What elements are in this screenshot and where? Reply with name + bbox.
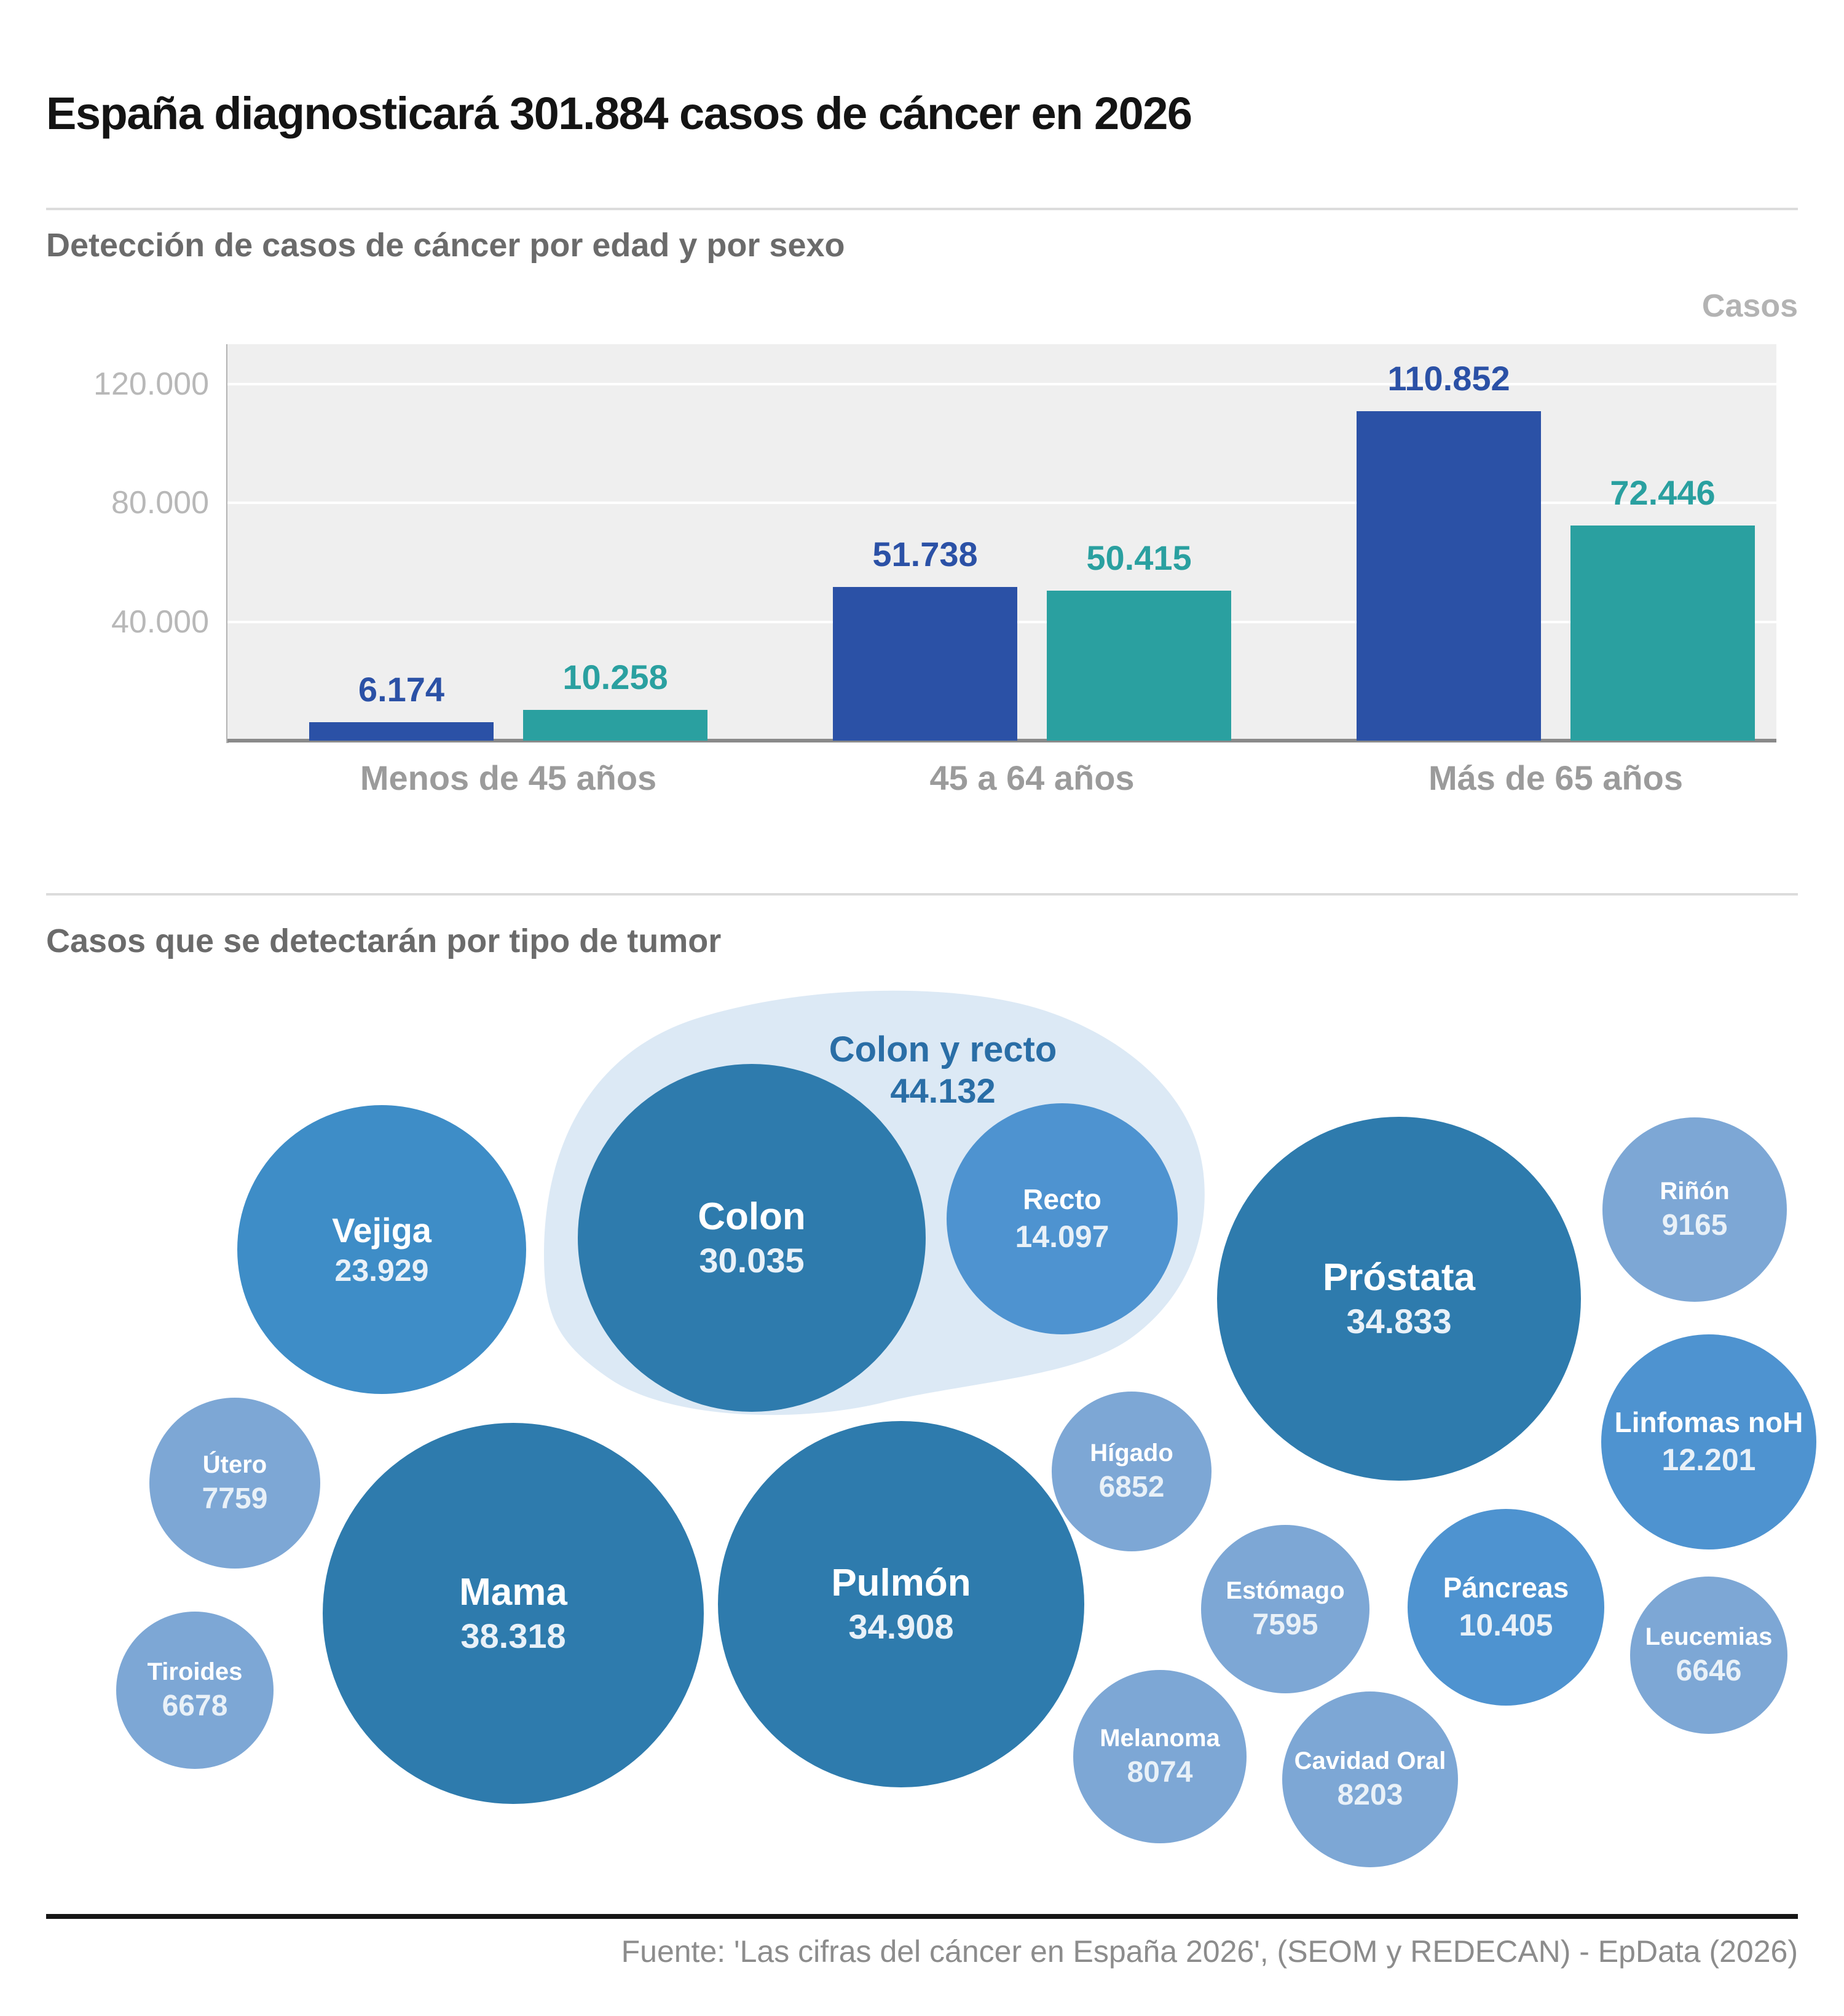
bubble: Próstata 34.833 [1217, 1117, 1581, 1481]
bubble-value: 6678 [162, 1689, 228, 1722]
y-tick-label: 120.000 [93, 366, 209, 403]
bubble: Vejiga 23.929 [237, 1105, 526, 1394]
bubble-name: Estómago [1226, 1577, 1345, 1604]
bubble-name: Leucemias [1645, 1623, 1773, 1650]
source-attribution: Fuente: 'Las cifras del cáncer en España… [621, 1934, 1798, 1969]
bubble-value: 30.035 [699, 1241, 805, 1280]
bubble: Útero 7759 [149, 1398, 320, 1569]
bubble-name: Melanoma [1100, 1724, 1220, 1752]
bubble: Linfomas noH 12.201 [1601, 1334, 1816, 1549]
x-axis-baseline [227, 739, 1776, 742]
y-tick-label: 80.000 [111, 485, 209, 521]
bubble: Hígado 6852 [1052, 1392, 1212, 1551]
page-title: España diagnosticará 301.884 casos de cá… [46, 88, 1192, 139]
bubble-value: 23.929 [334, 1253, 429, 1288]
bubble-name: Colon [698, 1195, 806, 1238]
bubble-name: Linfomas noH [1614, 1406, 1803, 1439]
bar-plot-area: 6.174 10.258 Menos de 45 años 51.738 50.415 4… [227, 344, 1776, 797]
category-label: Menos de 45 años [360, 758, 657, 797]
bubble-value: 8203 [1337, 1778, 1403, 1811]
bubble: Mama 38.318 [323, 1423, 704, 1804]
bar-value-label: 72.446 [1610, 473, 1716, 512]
bubble: Leucemias 6646 [1630, 1577, 1787, 1734]
category-label: 45 a 64 años [929, 758, 1135, 797]
bar-segment [833, 587, 1017, 741]
bar-chart-title: Detección de casos de cáncer por edad y … [46, 227, 845, 264]
bubble-name: Tiroides [147, 1658, 243, 1685]
bubble-chart-title: Casos que se detectarán por tipo de tumo… [46, 923, 722, 959]
group-annotation-value: 44.132 [890, 1071, 996, 1110]
bar-value-label: 6.174 [358, 670, 445, 709]
bubble: Tiroides 6678 [116, 1612, 274, 1769]
bubble: Cavidad Oral 8203 [1282, 1691, 1458, 1867]
bar-segment [523, 710, 707, 741]
bubble: Páncreas 10.405 [1408, 1509, 1604, 1706]
bubble-value: 6852 [1098, 1470, 1165, 1503]
group-annotation: Colon y recto 44.132 [758, 1030, 1127, 1112]
bar-value-label: 50.415 [1086, 538, 1192, 578]
bubble-name: Recto [1023, 1183, 1101, 1216]
bubble-name: Páncreas [1443, 1572, 1569, 1604]
bubble-name: Mama [459, 1570, 567, 1613]
bar-value-label: 10.258 [562, 658, 668, 697]
bar-segment [309, 722, 494, 741]
bubble-value: 6646 [1676, 1654, 1742, 1687]
bubble-name: Pulmón [831, 1561, 971, 1604]
bubble-value: 12.201 [1661, 1442, 1756, 1477]
bubble-value: 7595 [1252, 1608, 1318, 1641]
top-divider [46, 208, 1798, 210]
bubble-name: Hígado [1090, 1439, 1173, 1467]
bubble-name: Vejiga [332, 1210, 431, 1250]
bubble-value: 34.833 [1346, 1302, 1452, 1341]
bubble: Colon 30.035 [578, 1064, 926, 1412]
bubble-value: 14.097 [1015, 1219, 1109, 1254]
gridline [227, 383, 1776, 386]
group-annotation-label: Colon y recto [829, 1030, 1057, 1069]
bubble-value: 10.405 [1459, 1607, 1553, 1642]
bar-segment [1570, 525, 1755, 741]
bubble-value: 9165 [1661, 1208, 1728, 1242]
bubble-value: 8074 [1127, 1755, 1193, 1789]
bubble: Estómago 7595 [1201, 1525, 1369, 1693]
bubble: Melanoma 8074 [1073, 1670, 1247, 1843]
bubble: Recto 14.097 [947, 1103, 1178, 1334]
bar-value-label: 110.852 [1387, 359, 1510, 398]
bubble-value: 34.908 [848, 1607, 954, 1647]
footer-divider [46, 1914, 1798, 1919]
category-label: Más de 65 años [1428, 758, 1683, 797]
bubble-value: 7759 [202, 1482, 268, 1515]
gridline [227, 502, 1776, 505]
bubble: Pulmón 34.908 [718, 1421, 1084, 1787]
bar-value-label: 51.738 [872, 535, 978, 574]
bubble: Riñón 9165 [1602, 1117, 1787, 1302]
bubble-name: Riñón [1660, 1177, 1730, 1205]
bubble-name: Próstata [1322, 1256, 1476, 1299]
bar-segment [1047, 591, 1231, 741]
y-tick-label: 40.000 [111, 604, 209, 640]
bar-segment [1357, 411, 1541, 741]
mid-divider [46, 893, 1798, 896]
bubble-name: Útero [202, 1451, 267, 1478]
y-axis-unit-label: Casos [1701, 288, 1798, 324]
bubble-name: Cavidad Oral [1294, 1747, 1446, 1774]
bubble-value: 38.318 [460, 1616, 566, 1656]
